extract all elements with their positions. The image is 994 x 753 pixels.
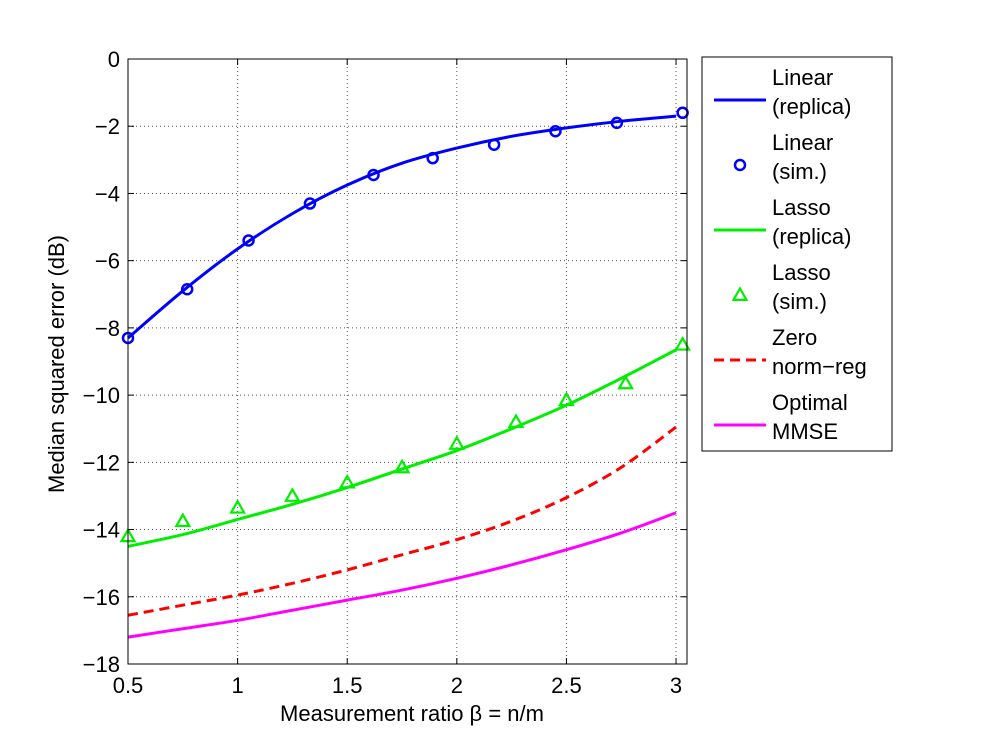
legend-entry: Lasso (sim.) [731, 260, 831, 314]
legend-label: (replica) [772, 224, 851, 249]
series-linear-replica [127, 114, 677, 340]
data-point-marker [558, 391, 575, 407]
series-line [127, 425, 677, 617]
y-tick-label: −2 [95, 114, 120, 139]
data-point-marker [487, 138, 501, 151]
axes [127, 58, 688, 665]
data-point-marker [229, 498, 247, 514]
x-tick-label: 0.5 [113, 673, 144, 698]
y-tick-label: −10 [83, 383, 120, 408]
series-lasso-replica [127, 348, 677, 548]
data-point-marker [338, 473, 356, 489]
series-lasso-sim [119, 335, 692, 543]
legend-swatch-marker [731, 286, 749, 301]
legend-box [701, 56, 893, 452]
x-tick-label: 2.5 [551, 673, 582, 698]
legend-label: Optimal [772, 390, 848, 415]
data-point-marker [393, 458, 411, 474]
data-point-marker [676, 106, 689, 120]
data-point-marker [303, 197, 317, 210]
y-tick-label: −14 [83, 518, 120, 543]
legend-label: norm−reg [772, 354, 867, 379]
legend-entry: Optimal MMSE [714, 390, 848, 444]
legend-swatch-marker [733, 158, 747, 172]
data-point-marker [284, 487, 301, 502]
legend-label: (replica) [772, 94, 851, 119]
series-zero-norm-reg [127, 425, 677, 617]
data-point-marker [367, 168, 380, 182]
series-line [127, 348, 677, 548]
legend-label: (sim.) [772, 289, 827, 314]
y-tick-label: 0 [108, 47, 120, 72]
legend-label: Linear [772, 130, 833, 155]
legend-label: (sim.) [772, 159, 827, 184]
data-point-marker [674, 335, 692, 351]
data-point-marker [610, 116, 624, 130]
y-tick-label: −18 [83, 652, 120, 677]
data-point-marker [174, 512, 192, 528]
plot-series [119, 106, 692, 639]
y-tick-label: −8 [95, 316, 120, 341]
data-point-marker [507, 413, 525, 428]
y-axis-ticks: −18 −16 −14 −12 −10 −8 −6 −4 −2 0 [83, 47, 687, 677]
data-point-marker [448, 435, 466, 450]
legend-label: MMSE [772, 419, 838, 444]
x-tick-label: 2 [451, 673, 463, 698]
x-tick-label: 1 [231, 673, 243, 698]
y-tick-label: −12 [83, 450, 120, 475]
y-axis-label: Median squared error (dB) [44, 235, 69, 493]
series-line [127, 114, 677, 340]
data-point-marker [549, 125, 562, 138]
y-tick-label: −4 [95, 181, 120, 206]
legend-label: Lasso [772, 260, 831, 285]
grid [128, 59, 687, 664]
x-axis-label: Measurement ratio β = n/m [280, 701, 544, 726]
y-tick-label: −16 [83, 585, 120, 610]
legend-entry: Linear (sim.) [733, 130, 833, 184]
legend: Linear (replica) Linear (sim.) Lasso (replica… [701, 56, 893, 452]
series-linear-sim [121, 106, 689, 345]
legend-label: Linear [772, 65, 833, 90]
series-line [127, 511, 677, 639]
legend-label: Lasso [772, 195, 831, 220]
data-point-marker [180, 282, 194, 296]
data-point-marker [242, 234, 255, 247]
x-tick-label: 1.5 [332, 673, 363, 698]
plot-frame [127, 58, 688, 665]
legend-entry: Linear (replica) [714, 65, 851, 119]
legend-entry: Lasso (replica) [714, 195, 851, 249]
series-optimal-mmse [127, 511, 677, 639]
x-tick-label: 3 [670, 673, 682, 698]
y-tick-label: −6 [95, 249, 120, 274]
x-axis-ticks: 0.5 1 1.5 2 2.5 3 [113, 59, 682, 698]
data-point-marker [426, 151, 439, 165]
data-point-marker [617, 374, 635, 390]
legend-label: Zero [772, 325, 817, 350]
legend-entry: Zero norm−reg [714, 325, 867, 379]
